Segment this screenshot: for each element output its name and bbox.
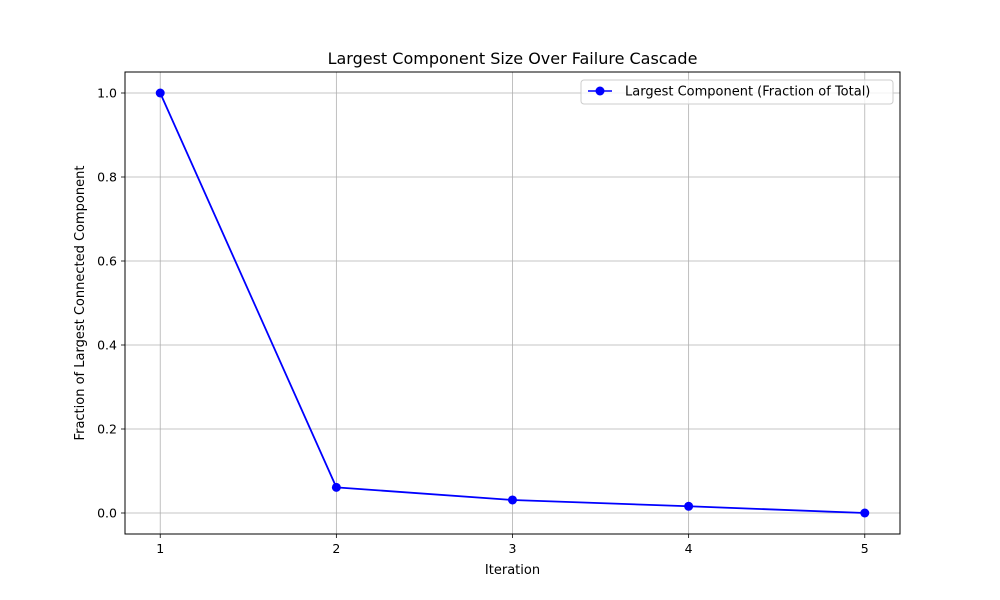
x-tick-label: 2 [332, 541, 340, 556]
x-tick-label: 4 [685, 541, 693, 556]
y-axis-label: Fraction of Largest Connected Component [73, 166, 88, 441]
y-tick-label: 0.8 [97, 170, 117, 185]
y-tick-label: 1.0 [97, 86, 117, 101]
x-grid [159, 72, 866, 534]
y-tick-label: 0.2 [97, 422, 117, 437]
legend-box [580, 79, 894, 105]
y-tick-label: 0.6 [97, 254, 117, 269]
x-tick-label: 3 [509, 541, 517, 556]
x-tick-label: 5 [861, 541, 869, 556]
y-tick-label: 0.0 [97, 506, 117, 521]
data-point [860, 508, 870, 518]
x-axis-label: Iteration [485, 563, 540, 578]
legend-marker-swatch [595, 86, 605, 96]
x-axis-ticks: 1 2 3 4 5 [156, 534, 869, 556]
y-axis-ticks: 0.0 0.2 0.4 0.6 0.8 1.0 [97, 86, 125, 521]
x-tick-label: 1 [156, 541, 164, 556]
data-point [331, 482, 341, 492]
data-point [508, 495, 517, 505]
legend-entry-label: Largest Component (Fraction of Total) [625, 85, 870, 100]
data-point [684, 501, 694, 511]
y-tick-label: 0.4 [97, 338, 117, 353]
chart-title: Largest Component Size Over Failure Casc… [328, 49, 698, 68]
legend: Largest Component (Fraction of Total) [580, 79, 894, 105]
series-layer [155, 88, 870, 518]
data-point [155, 88, 165, 98]
